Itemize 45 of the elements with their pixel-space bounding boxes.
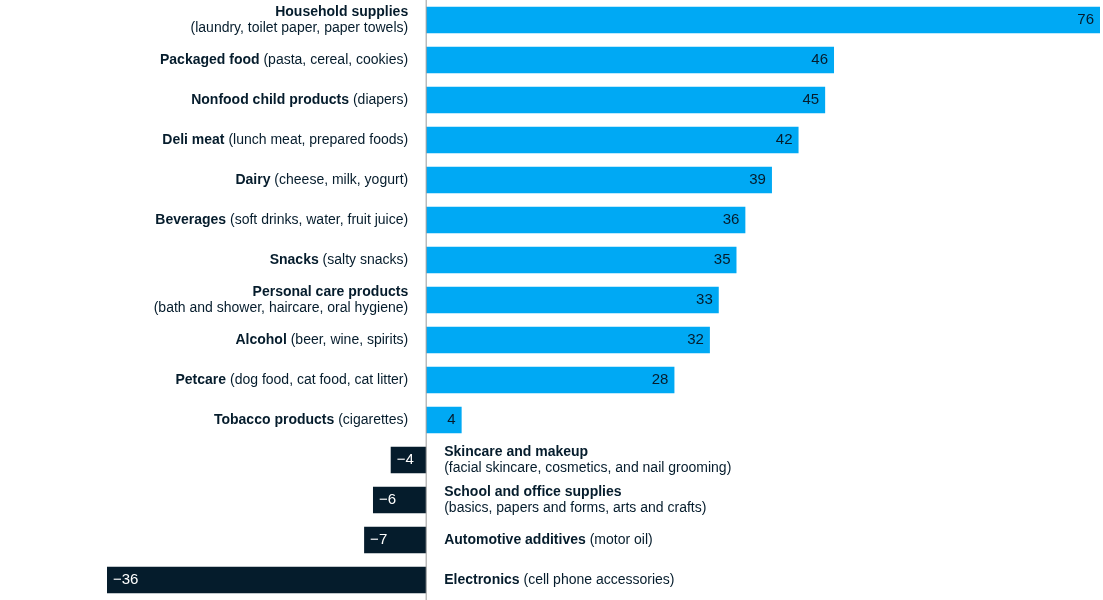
data-label: 46	[811, 50, 829, 68]
bar	[426, 126, 799, 154]
y-tick-label: Petcare (dog food, cat food, cat litter)	[175, 370, 409, 387]
y-tick-label: Beverages (soft drinks, water, fruit juice)	[155, 210, 409, 227]
y-tick-label: Nonfood child products (diapers)	[191, 90, 409, 107]
data-label: −4	[396, 450, 414, 468]
y-tick-label: Skincare and makeup (facial skincare, cosmetics, and nail grooming)	[444, 442, 732, 475]
data-label: 42	[775, 130, 793, 148]
data-label: 36	[722, 210, 740, 228]
bar	[364, 526, 427, 554]
y-tick-label: Personal care products (bath and shower, haircare, oral hygiene)	[153, 282, 409, 315]
y-tick-label: School and office supplies (basics, papers and forms, arts and crafts)	[444, 482, 707, 515]
bar	[426, 326, 710, 354]
data-label: 4	[447, 410, 456, 428]
data-label: 28	[651, 370, 669, 388]
y-tick-label: Alcohol (beer, wine, spirits)	[235, 330, 409, 347]
data-label: 35	[713, 250, 731, 268]
data-label: 45	[802, 90, 820, 108]
y-tick-label: Packaged food (pasta, cereal, cookies)	[159, 50, 409, 67]
y-tick-label: Automotive additives (motor oil)	[444, 530, 653, 547]
bar	[426, 46, 835, 74]
bar	[107, 566, 427, 594]
data-label: 39	[749, 170, 766, 188]
data-label: 32	[687, 330, 704, 348]
y-tick-label: Tobacco products (cigarettes)	[213, 410, 409, 427]
bar	[426, 166, 772, 194]
bar	[426, 6, 1100, 34]
data-label: −7	[370, 530, 388, 548]
bar	[426, 406, 462, 434]
bar	[426, 86, 826, 114]
data-label: −36	[113, 570, 139, 588]
data-label: 76	[1077, 10, 1094, 28]
y-tick-label: Household supplies (laundry, toilet paper, paper towels)	[190, 2, 409, 35]
y-tick-label: Electronics (cell phone accessories)	[444, 570, 675, 587]
bar	[426, 246, 737, 274]
bar	[426, 366, 675, 394]
y-tick-label: Snacks (salty snacks)	[269, 250, 409, 267]
y-tick-label: Dairy (cheese, milk, yogurt)	[235, 170, 409, 187]
data-label: 33	[696, 290, 713, 308]
bar	[426, 206, 746, 234]
bar	[390, 446, 427, 474]
bar	[426, 286, 719, 314]
y-tick-label: Deli meat (lunch meat, prepared foods)	[162, 130, 409, 147]
data-label: −6	[378, 490, 397, 508]
bar	[372, 486, 427, 514]
